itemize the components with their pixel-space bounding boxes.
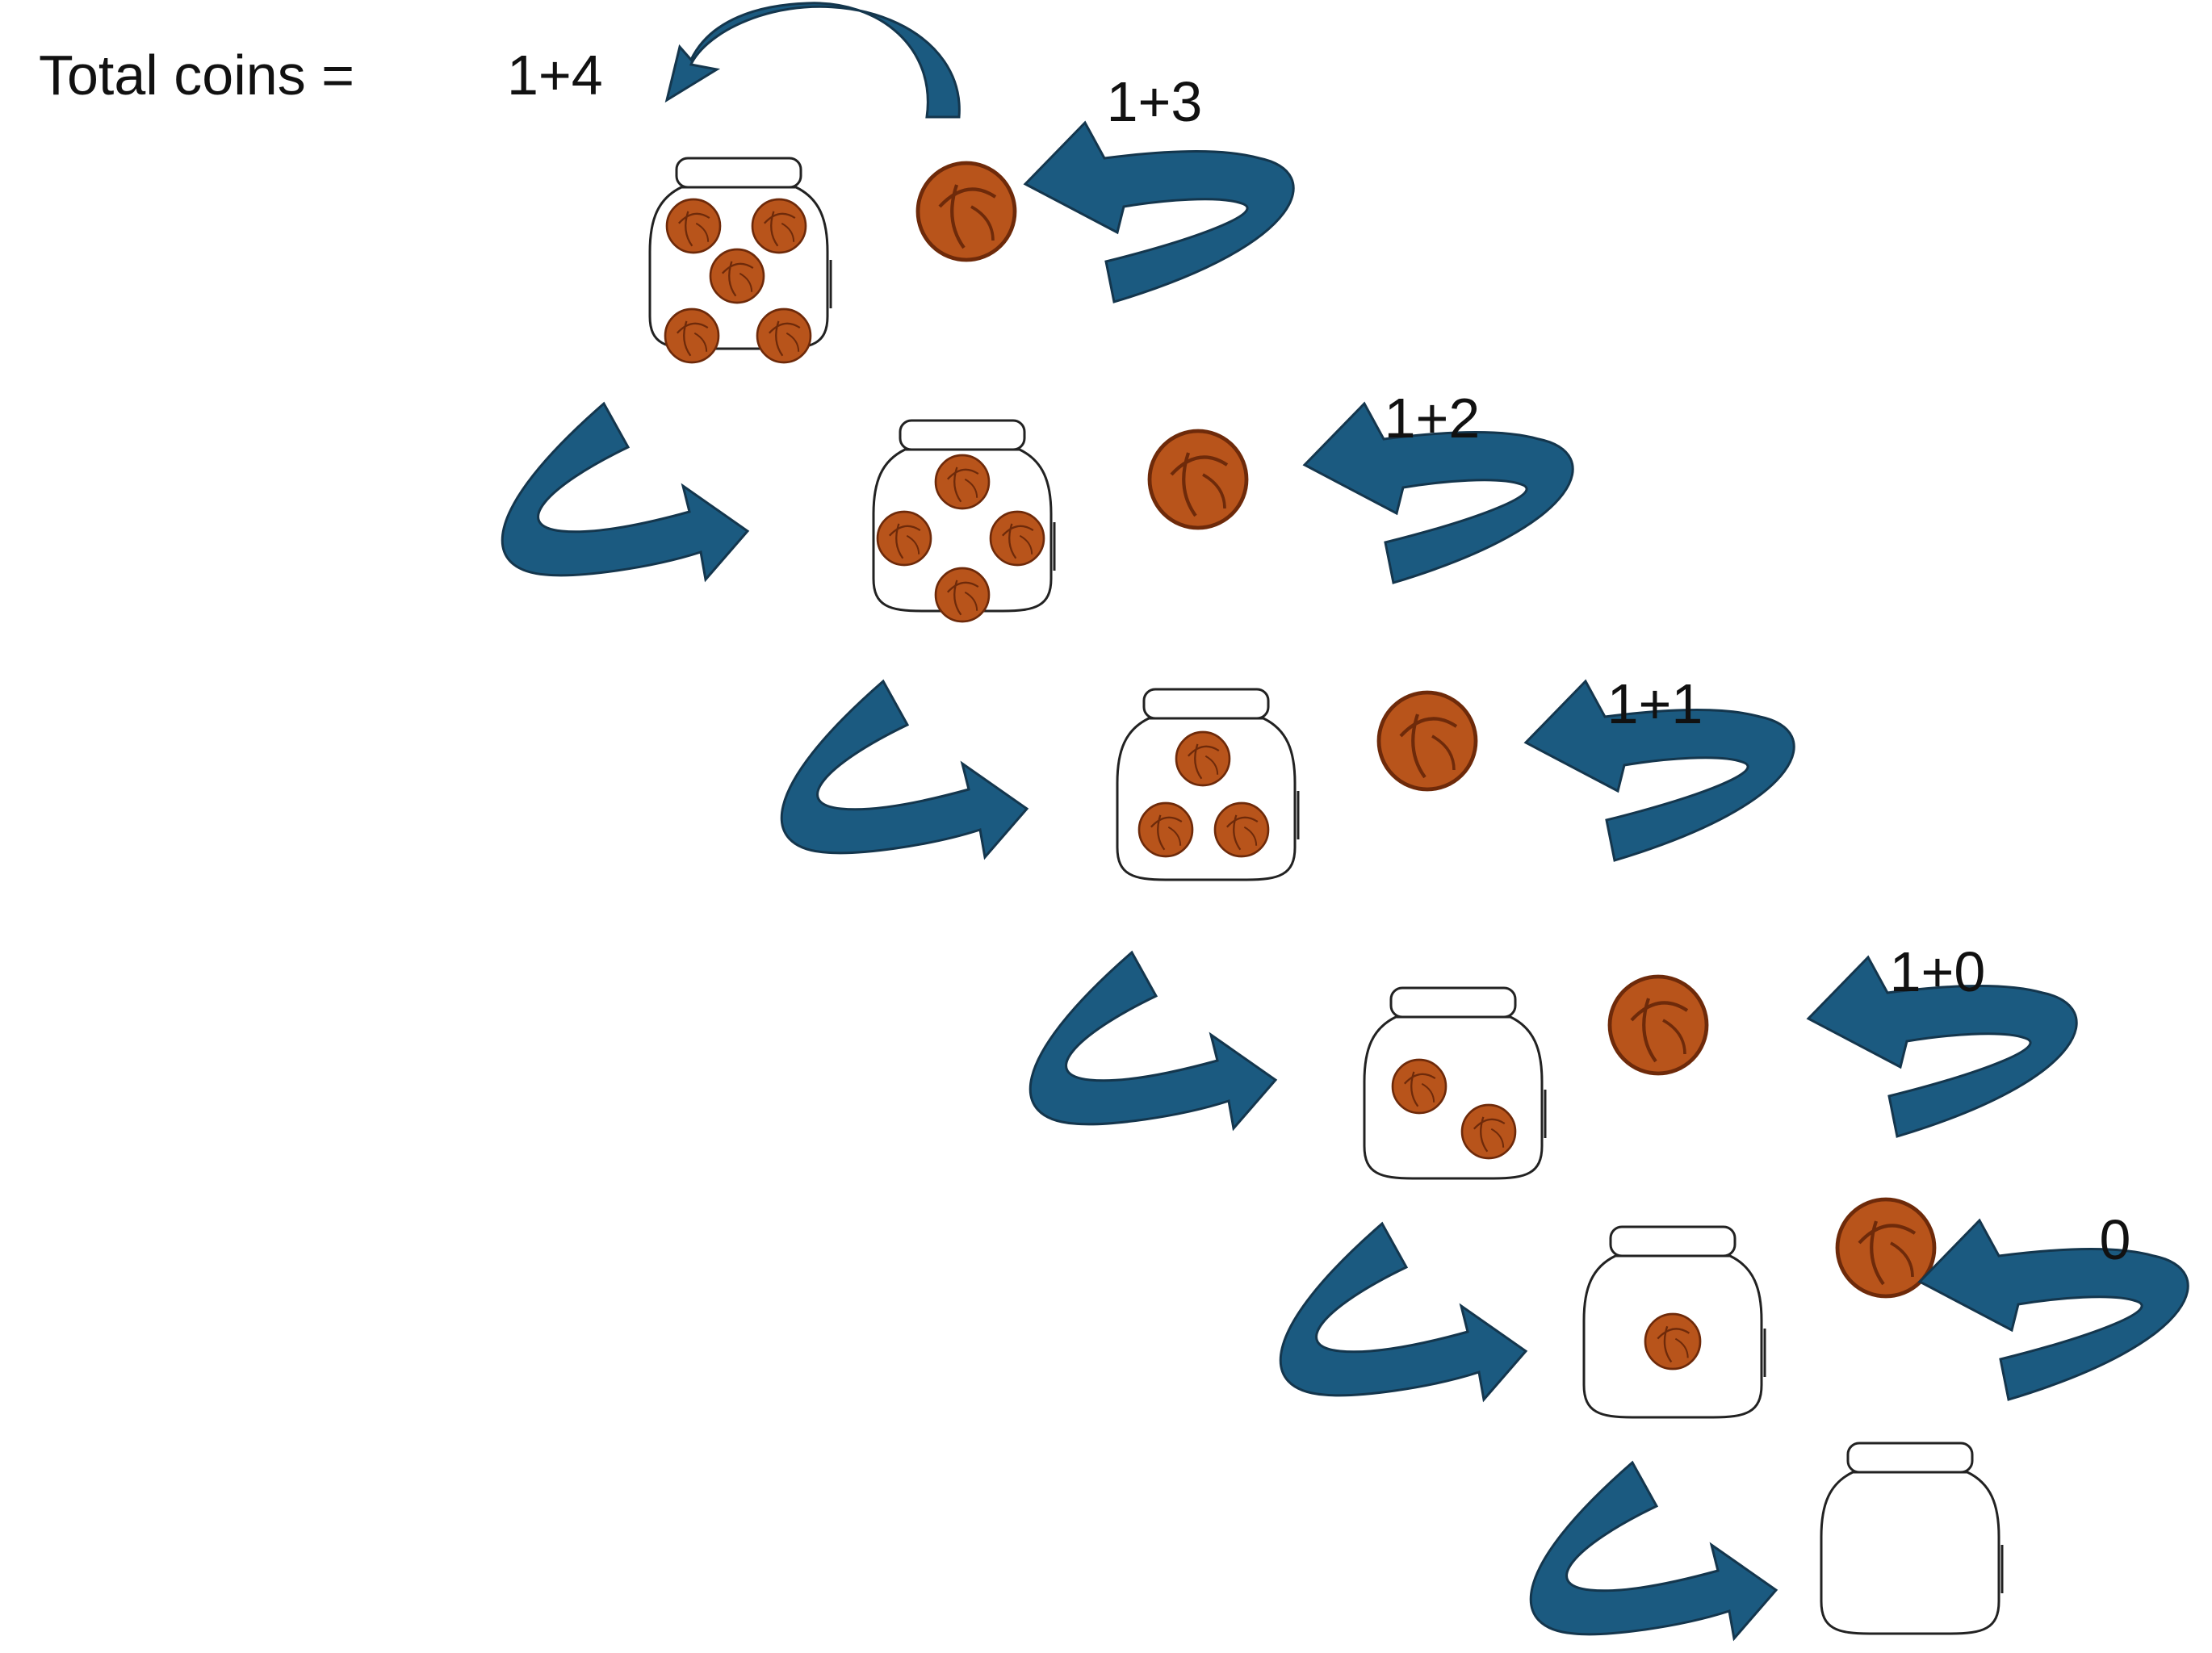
jar-coin xyxy=(1391,1058,1447,1115)
coin-jar xyxy=(1363,986,1547,1180)
jar-coin xyxy=(751,198,807,254)
jar-lid xyxy=(899,419,1026,451)
return-arrow-top xyxy=(664,2,961,119)
removed-coin xyxy=(1835,1197,1937,1299)
coin-jar xyxy=(872,419,1056,623)
removed-coin xyxy=(1607,974,1709,1076)
call-arrow xyxy=(780,679,1029,860)
total-coins-label: Total coins = xyxy=(39,44,354,107)
jar-body xyxy=(1820,1471,2000,1635)
jar-coin xyxy=(934,454,991,510)
removed-coin xyxy=(1147,429,1249,530)
jar-body xyxy=(872,448,1053,613)
return-arrow xyxy=(1523,679,1795,862)
step-count-label: 1+0 xyxy=(1890,940,1986,1003)
return-arrow xyxy=(1917,1218,2189,1401)
removed-coin xyxy=(1376,690,1478,792)
empty-coin-jar xyxy=(1820,1442,2004,1635)
step-count-label: 1+3 xyxy=(1107,70,1203,133)
call-arrow xyxy=(501,401,750,583)
jar-coin xyxy=(665,198,722,254)
recursion-step: 1+0 xyxy=(1028,940,2078,1180)
jar-coin xyxy=(709,248,765,304)
jar-coin xyxy=(1175,730,1231,787)
coin-jar xyxy=(1116,688,1300,881)
total-coins-value: 1+4 xyxy=(507,44,603,107)
jar-coin xyxy=(934,567,991,623)
call-arrow xyxy=(1279,1221,1528,1403)
jar-coin xyxy=(664,308,720,364)
recursion-step: 0 xyxy=(1279,1197,2189,1419)
step-count-label: 0 xyxy=(2100,1208,2131,1271)
jar-lid xyxy=(1846,1442,1974,1474)
coin-jar xyxy=(1582,1225,1766,1419)
jar-coin xyxy=(756,308,812,364)
step-count-label: 1+2 xyxy=(1385,387,1481,450)
jar-lid xyxy=(1609,1225,1737,1258)
jar-coin xyxy=(876,510,932,567)
step-count-label: 1+1 xyxy=(1607,672,1703,735)
jar-lid xyxy=(675,157,802,189)
jar-lid xyxy=(1142,688,1270,720)
removed-coin xyxy=(915,161,1017,262)
return-arrow xyxy=(1023,120,1295,303)
call-arrow xyxy=(1529,1460,1778,1642)
recursion-step: 1+1 xyxy=(780,672,1795,881)
jar-coin xyxy=(1213,801,1270,858)
call-arrow xyxy=(1028,950,1278,1132)
jar-coin xyxy=(1137,801,1194,858)
coin-jar xyxy=(648,157,832,364)
jar-coin xyxy=(989,510,1045,567)
recursion-step: 1+3 xyxy=(648,70,1295,364)
return-arrow xyxy=(1806,955,2078,1138)
recursion-step: 1+2 xyxy=(501,387,1574,623)
jar-coin xyxy=(1460,1103,1517,1160)
final-jar-layer xyxy=(1529,1442,2004,1642)
jar-lid xyxy=(1389,986,1517,1019)
jar-body xyxy=(1363,1015,1544,1180)
jar-coin xyxy=(1644,1312,1702,1371)
steps-layer: 1+3 1+2 1+1 1+0 0 xyxy=(501,70,2189,1419)
return-arrow xyxy=(1302,401,1574,584)
